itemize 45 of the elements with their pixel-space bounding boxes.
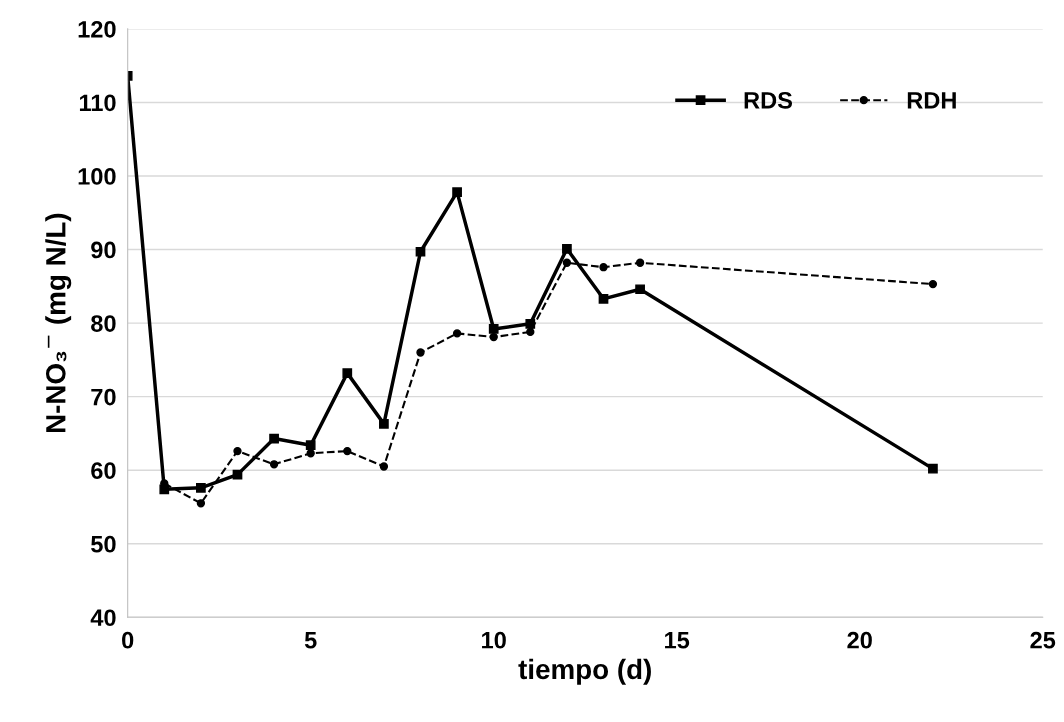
point xyxy=(196,482,206,493)
point xyxy=(233,446,242,456)
point xyxy=(562,258,572,267)
point xyxy=(488,324,499,334)
point xyxy=(379,419,389,429)
point xyxy=(342,368,353,378)
point xyxy=(526,327,535,337)
point xyxy=(196,499,206,508)
point xyxy=(415,246,426,257)
point xyxy=(489,332,498,342)
y-tick-label: 40 xyxy=(90,609,116,627)
x-tick-label: 15 xyxy=(665,632,690,649)
y-tick-label: 50 xyxy=(91,535,116,553)
point xyxy=(635,284,645,295)
point xyxy=(343,446,352,456)
point xyxy=(599,263,608,272)
point xyxy=(452,329,462,338)
y-tick-label: 110 xyxy=(79,94,116,112)
point xyxy=(452,187,462,198)
point xyxy=(269,433,279,444)
x-tick-label: 10 xyxy=(482,631,506,649)
point xyxy=(379,462,389,471)
x-tick-label: 0 xyxy=(122,631,134,649)
y-tick-label: 80 xyxy=(91,315,116,332)
y-tick-label: 60 xyxy=(91,462,116,479)
point xyxy=(928,279,938,289)
x-tick-label: 20 xyxy=(847,631,872,649)
x-tick-label: 5 xyxy=(304,632,317,649)
point xyxy=(416,348,425,357)
y-tick-label: 70 xyxy=(91,388,116,406)
point xyxy=(269,460,279,469)
x-axis-title: tiempo (d) xyxy=(518,658,651,685)
y-tick-label: 90 xyxy=(91,241,116,259)
x-tick-label: 25 xyxy=(1030,631,1056,649)
legend-label: RDS xyxy=(744,91,793,109)
point xyxy=(305,440,316,451)
point xyxy=(598,293,609,304)
point xyxy=(562,243,572,254)
point xyxy=(306,449,315,458)
y-tick-label: 120 xyxy=(78,20,116,38)
legend-label: RDH xyxy=(907,92,956,109)
y-tick-label: 100 xyxy=(78,168,116,185)
point xyxy=(635,258,645,267)
y-axis-title: N-NO₃$^{−}$ (mg N/L) xyxy=(45,213,72,433)
point xyxy=(928,463,938,474)
